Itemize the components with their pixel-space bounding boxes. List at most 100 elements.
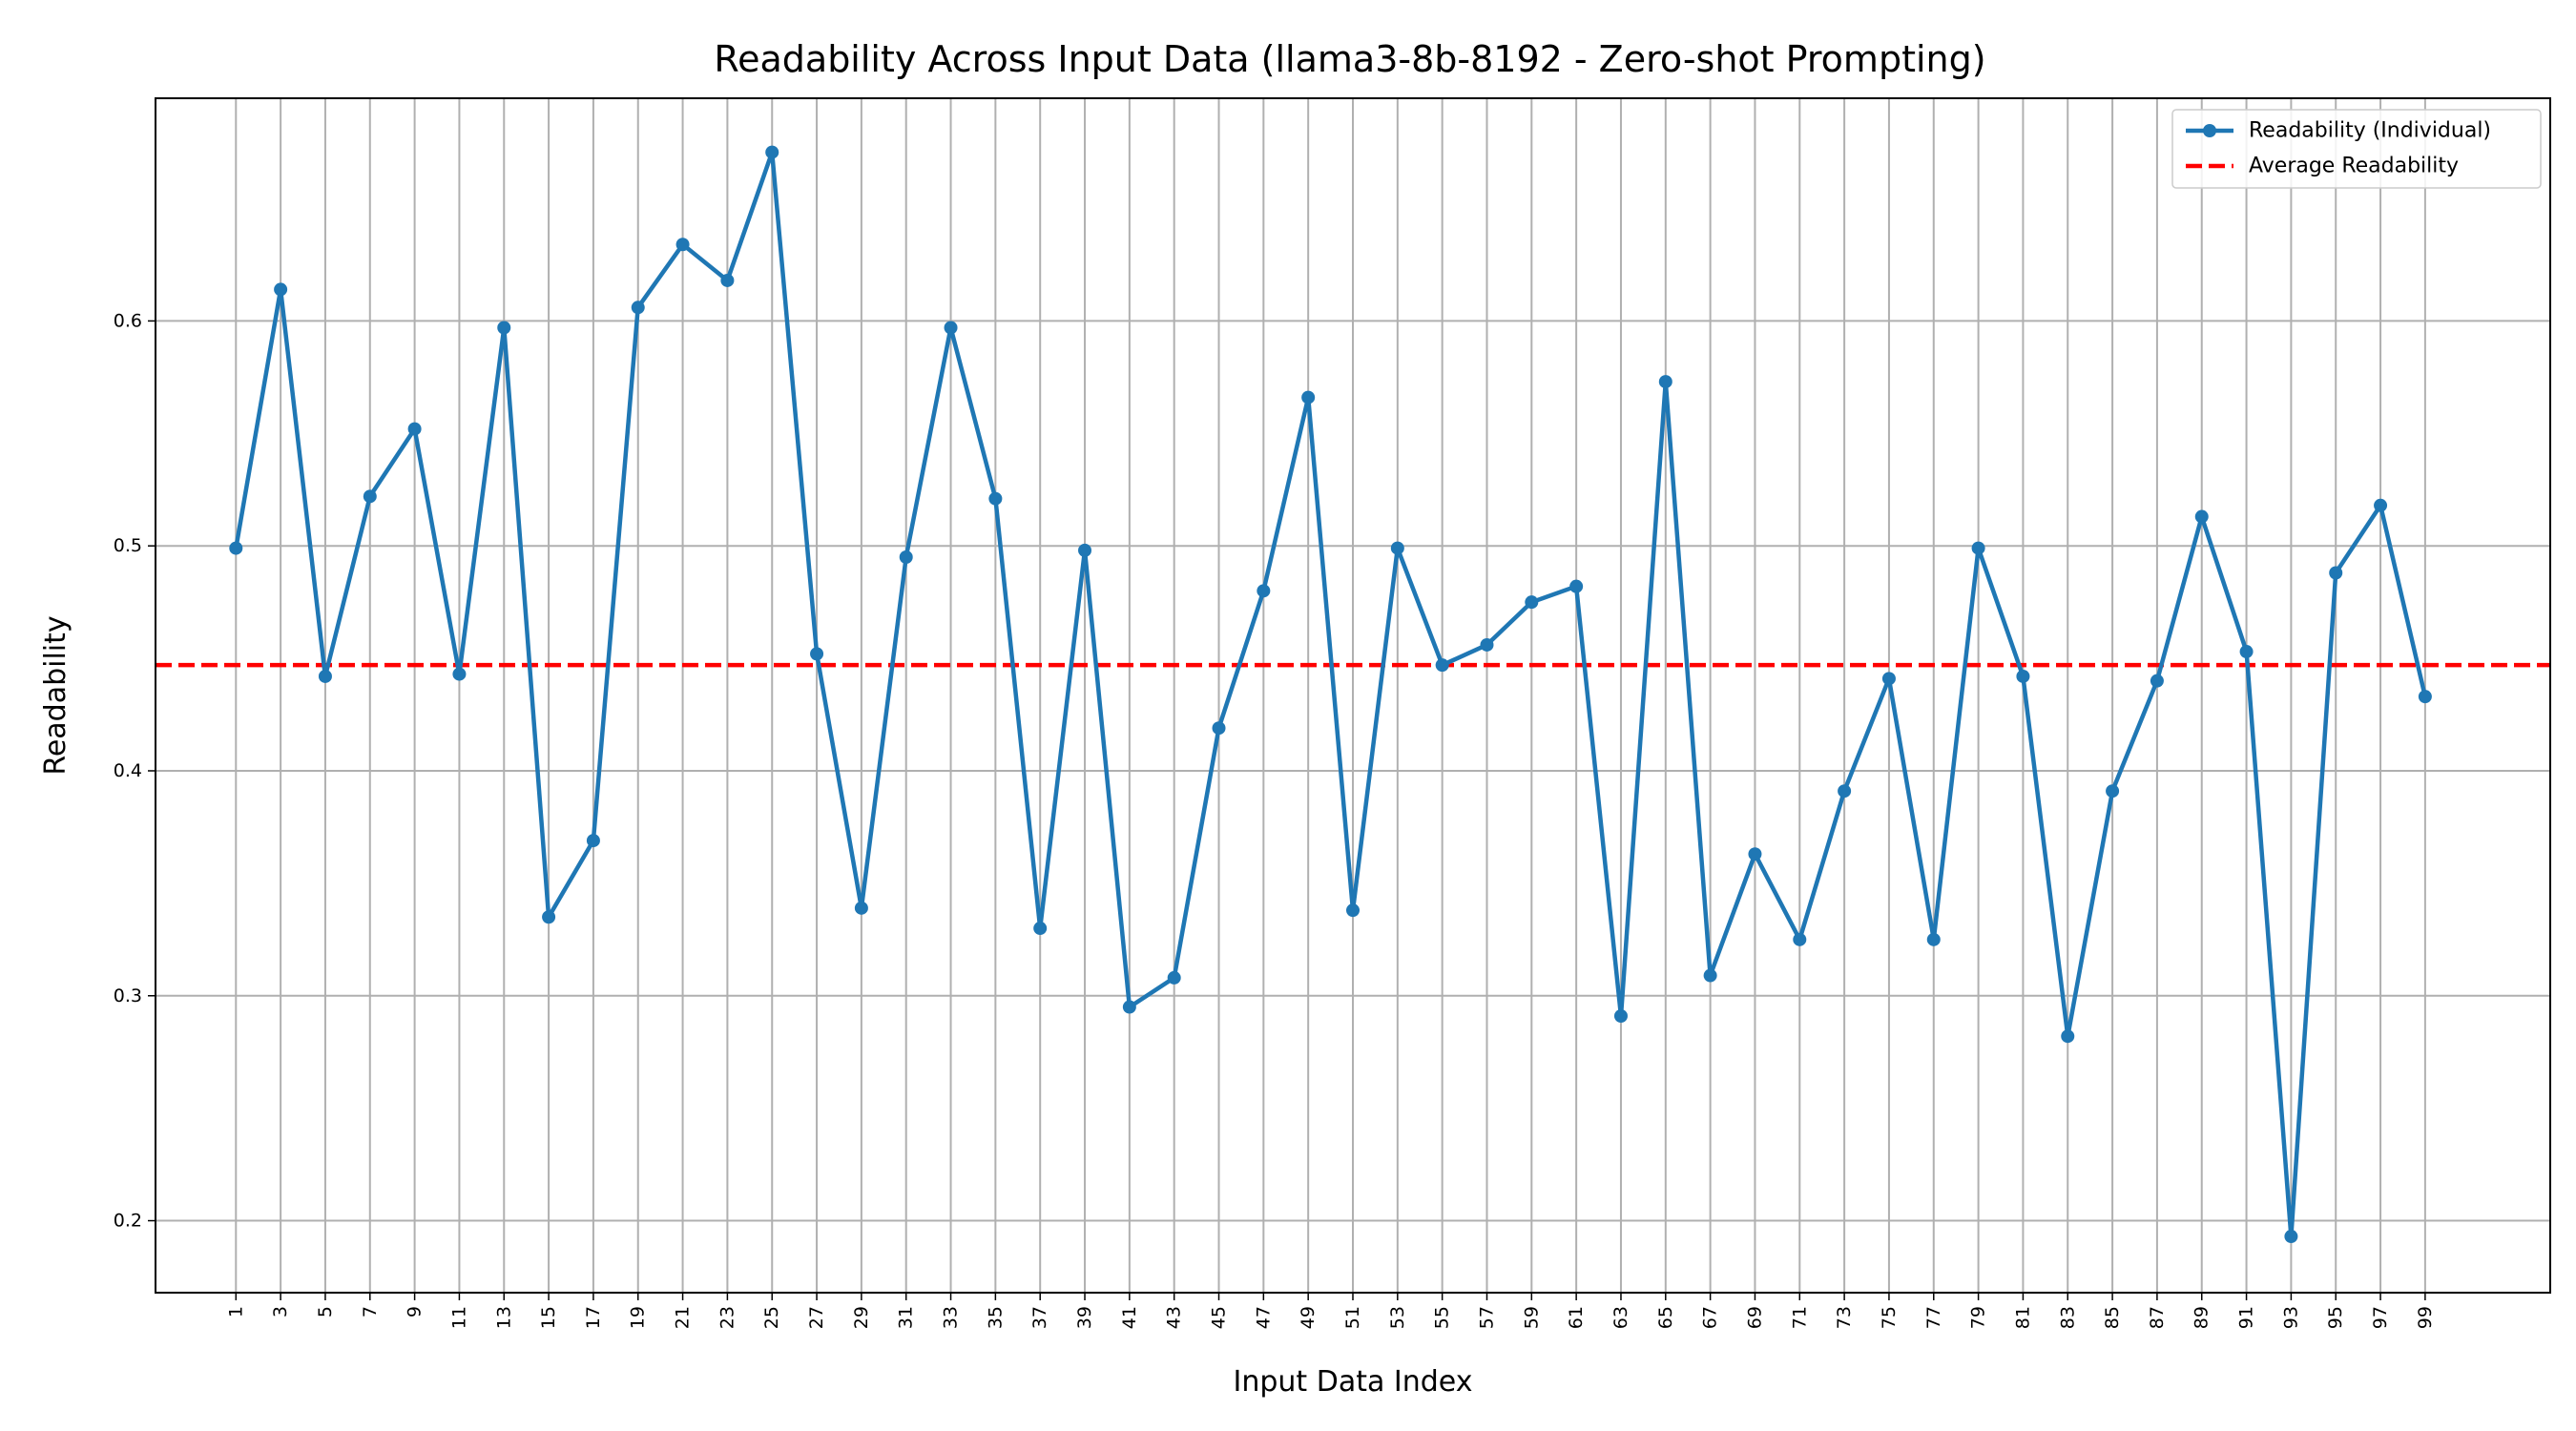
x-tick-label: 37 — [1029, 1306, 1050, 1329]
grid-lines — [156, 98, 2550, 1293]
readability-point — [810, 647, 824, 661]
x-tick-label: 23 — [717, 1306, 737, 1329]
readability-point — [407, 422, 422, 436]
readability-point — [229, 541, 243, 555]
x-tick-label: 39 — [1074, 1306, 1095, 1329]
readability-point — [274, 282, 288, 297]
x-tick-label: 51 — [1342, 1306, 1363, 1329]
readability-point — [1703, 968, 1717, 983]
x-tick-label: 81 — [2012, 1306, 2033, 1329]
x-tick-label: 89 — [2192, 1306, 2212, 1329]
x-tick-label: 83 — [2057, 1306, 2078, 1329]
x-axis-label: Input Data Index — [1234, 1365, 1473, 1399]
y-tick-label: 0.6 — [114, 310, 142, 331]
x-tick-label: 5 — [315, 1306, 336, 1317]
x-tick-label: 45 — [1209, 1306, 1230, 1329]
readability-point — [542, 910, 556, 924]
readability-point — [1613, 1008, 1628, 1023]
x-tick-label: 73 — [1834, 1306, 1855, 1329]
readability-point — [1658, 375, 1672, 389]
x-tick-label: 53 — [1387, 1306, 1408, 1329]
x-tick-label: 3 — [270, 1306, 291, 1317]
y-axis-ticks: 0.2 0.3 0.4 0.5 0.6 — [114, 310, 156, 1232]
series-group — [229, 145, 2432, 1244]
chart-title: Readability Across Input Data (llama3-8b… — [714, 38, 1985, 80]
readability-point — [2016, 669, 2030, 683]
x-tick-label: 33 — [941, 1306, 962, 1329]
readability-point — [452, 667, 467, 681]
x-tick-label: 99 — [2415, 1306, 2436, 1329]
x-tick-label: 79 — [1968, 1306, 1989, 1329]
x-tick-label: 67 — [1700, 1306, 1721, 1329]
readability-series-line — [234, 150, 2428, 1239]
readability-point — [2061, 1029, 2075, 1044]
y-tick-label: 0.2 — [114, 1211, 142, 1232]
readability-point — [1838, 784, 1852, 798]
x-tick-label: 43 — [1164, 1306, 1185, 1329]
readability-point — [988, 491, 1003, 506]
readability-point — [2284, 1230, 2298, 1244]
x-tick-label: 57 — [1476, 1306, 1497, 1329]
readability-point — [1257, 584, 1271, 598]
y-axis-label: Readability — [39, 615, 73, 775]
legend-label-average: Average Readability — [2249, 155, 2459, 178]
readability-point — [2150, 674, 2164, 688]
x-tick-label: 61 — [1566, 1306, 1587, 1329]
x-tick-label: 11 — [448, 1306, 469, 1329]
readability-point — [899, 550, 913, 564]
y-tick-label: 0.4 — [114, 760, 142, 781]
x-tick-label: 9 — [405, 1306, 426, 1317]
readability-point — [1971, 541, 1985, 555]
x-tick-label: 1 — [225, 1306, 246, 1317]
x-tick-label: 55 — [1432, 1306, 1453, 1329]
x-tick-label: 91 — [2236, 1306, 2257, 1329]
readability-point — [318, 669, 332, 683]
readability-point — [1301, 390, 1316, 404]
readability-point — [1793, 932, 1807, 946]
x-tick-label: 41 — [1119, 1306, 1140, 1329]
x-tick-label: 19 — [628, 1306, 649, 1329]
x-tick-label: 27 — [806, 1306, 827, 1329]
readability-point — [854, 901, 868, 915]
x-tick-label: 87 — [2147, 1306, 2168, 1329]
x-tick-label: 17 — [583, 1306, 604, 1329]
readability-point — [2106, 784, 2120, 798]
readability-point — [2194, 509, 2209, 524]
readability-point — [1033, 922, 1048, 936]
legend-marker-individual — [2203, 124, 2216, 137]
x-tick-label: 65 — [1655, 1306, 1676, 1329]
readability-point — [1569, 579, 1584, 593]
readability-point — [2374, 498, 2388, 512]
readability-point — [1390, 541, 1404, 555]
readability-point — [1212, 721, 1226, 736]
readability-point — [497, 321, 511, 335]
readability-point — [1122, 1000, 1136, 1014]
readability-point — [675, 238, 690, 252]
readability-point — [1748, 847, 1762, 861]
readability-point — [2418, 690, 2432, 704]
y-tick-label: 0.5 — [114, 535, 142, 556]
x-tick-label: 25 — [761, 1306, 782, 1329]
x-tick-label: 97 — [2370, 1306, 2391, 1329]
x-tick-label: 35 — [985, 1306, 1006, 1329]
x-tick-label: 71 — [1789, 1306, 1810, 1329]
x-tick-label: 29 — [851, 1306, 872, 1329]
readability-point — [586, 834, 600, 848]
readability-point — [1435, 658, 1449, 673]
x-tick-label: 7 — [360, 1306, 381, 1317]
x-tick-label: 47 — [1253, 1306, 1274, 1329]
readability-point — [1525, 595, 1539, 610]
readability-point — [2329, 566, 2343, 580]
y-tick-label: 0.3 — [114, 985, 142, 1006]
legend: Readability (Individual) Average Readabil… — [2171, 109, 2542, 189]
readability-point — [2239, 645, 2254, 659]
readability-point — [765, 145, 779, 159]
x-axis-ticks: 1 3 5 7 9 11 13 15 17 19 21 23 25 27 29 31 33 35 37 39 41 43 4… — [225, 1293, 2436, 1329]
x-tick-label: 63 — [1610, 1306, 1631, 1329]
x-tick-label: 75 — [1879, 1306, 1900, 1329]
x-tick-label: 49 — [1298, 1306, 1319, 1329]
readability-point — [1881, 672, 1896, 686]
x-tick-label: 21 — [673, 1306, 694, 1329]
